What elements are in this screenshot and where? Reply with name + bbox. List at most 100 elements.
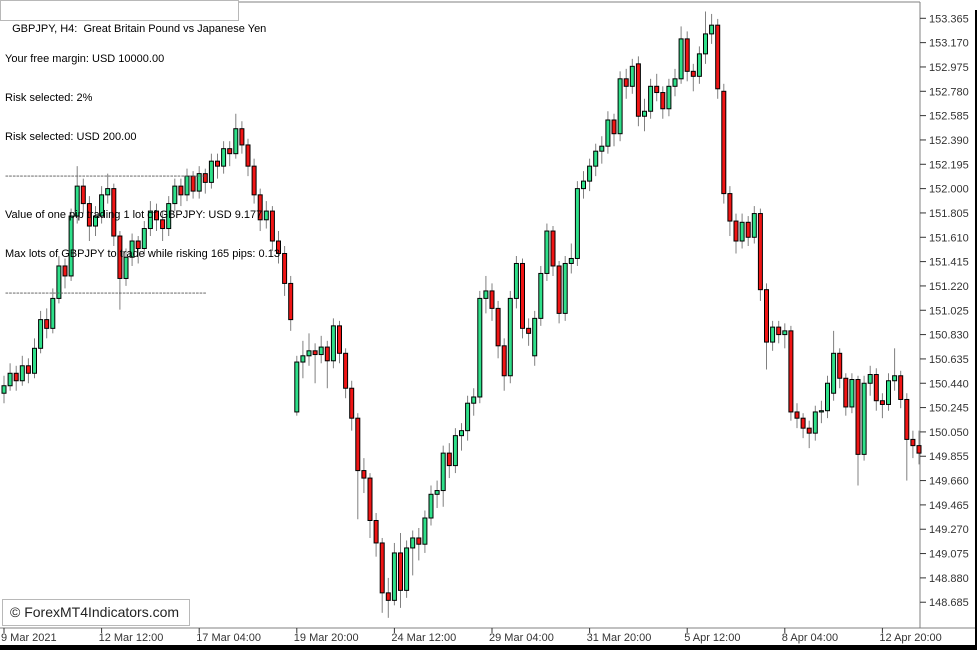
candle-body: [849, 379, 855, 408]
price-tick-label: 152.390: [929, 135, 969, 147]
price-tick-label: 148.685: [929, 597, 969, 609]
candle-body: [221, 148, 227, 167]
candle-body: [904, 398, 910, 440]
candle-body: [50, 297, 56, 329]
candle-body: [465, 402, 471, 432]
candle-body: [416, 537, 422, 545]
candle-body: [410, 537, 416, 549]
candle-body: [318, 346, 324, 356]
candle-body: [544, 230, 550, 274]
candle-body: [337, 325, 342, 354]
candle-body: [727, 193, 733, 222]
candle-body: [361, 470, 367, 479]
candle-body: [538, 272, 544, 319]
candle-body: [690, 70, 696, 77]
price-tick-label: 149.270: [929, 524, 969, 536]
candle-body: [581, 180, 586, 190]
price-tick-label: 150.635: [929, 354, 969, 366]
price-tick-label: 150.050: [929, 427, 969, 439]
candle-body: [562, 262, 568, 314]
candle-body: [93, 215, 98, 227]
candle-body: [38, 319, 44, 349]
candle-body: [300, 355, 306, 363]
candle-body: [837, 352, 843, 379]
time-tick-label: 17 Mar 04:00: [196, 632, 261, 644]
window-bottom-edge: [0, 645, 977, 650]
candle-body: [245, 144, 251, 167]
price-tick-label: 152.780: [929, 86, 969, 98]
price-tick-label: 152.975: [929, 62, 969, 74]
candle-body: [263, 210, 269, 221]
candle-body: [648, 85, 654, 112]
indicator-info-panel: Your free margin: USD 10000.00 Risk sele…: [5, 27, 280, 313]
candle-body: [782, 330, 788, 336]
candle-body: [7, 372, 13, 387]
candle-body: [629, 65, 635, 87]
candle-body: [477, 297, 483, 398]
candle-body: [678, 38, 684, 80]
candle-body: [684, 38, 690, 72]
candle-body: [208, 160, 214, 183]
price-tick-label: 151.415: [929, 257, 969, 269]
candle-body: [605, 119, 611, 147]
candle-body: [141, 228, 147, 249]
candle-body: [105, 188, 111, 196]
candle-body: [867, 374, 873, 384]
watermark-box: © ForexMT4Indicators.com: [2, 599, 191, 626]
candle-body: [355, 417, 361, 472]
candle-body: [154, 210, 159, 221]
candle-body: [818, 410, 824, 413]
candle-body: [68, 215, 74, 277]
candle-body: [1, 385, 7, 394]
price-tick-label: 152.585: [929, 111, 969, 123]
candle-body: [513, 262, 519, 299]
candle-body: [257, 194, 263, 221]
candle-body: [276, 240, 281, 254]
candle-body: [196, 173, 202, 192]
candle-body: [166, 203, 172, 230]
candle-body: [172, 185, 178, 205]
candle-body: [532, 317, 538, 357]
price-tick-label: 152.000: [929, 184, 969, 196]
time-tick-label: 31 Mar 20:00: [587, 632, 652, 644]
candle-body: [62, 265, 68, 277]
candle-body: [666, 85, 672, 110]
candle-body: [654, 85, 660, 94]
candle-body: [129, 240, 135, 258]
price-tick-label: 151.220: [929, 281, 969, 293]
time-tick-label: 12 Mar 12:00: [99, 632, 164, 644]
candle-body: [86, 203, 92, 227]
candle-body: [739, 221, 745, 242]
candle-body: [800, 417, 806, 429]
candle-body: [745, 221, 751, 238]
candle-body: [56, 265, 62, 299]
candle-body: [825, 382, 830, 412]
time-tick-label: 8 Apr 04:00: [782, 632, 838, 644]
candle-body: [251, 165, 257, 196]
separator-dashes: ----------------------------------------…: [5, 287, 207, 299]
candle-body: [733, 220, 739, 242]
candle-body: [160, 219, 166, 230]
candle-body: [501, 345, 507, 377]
candle-body: [843, 377, 849, 408]
candle-body: [892, 375, 898, 382]
price-tick-label: 149.465: [929, 500, 969, 512]
candle-body: [446, 452, 452, 467]
candle-body: [123, 256, 129, 279]
candle-body: [391, 552, 397, 601]
price-tick-label: 152.195: [929, 159, 969, 171]
candle-body: [709, 24, 715, 35]
candle-body: [873, 374, 879, 402]
candle-body: [184, 175, 190, 196]
time-tick-label: 12 Apr 20:00: [879, 632, 941, 644]
candle-body: [642, 110, 647, 117]
candle-body: [520, 262, 525, 329]
candle-body: [324, 346, 330, 362]
candle-body: [398, 552, 403, 591]
watermark-text: © ForexMT4Indicators.com: [10, 604, 180, 620]
candle-body: [721, 90, 727, 195]
price-tick-label: 151.805: [929, 208, 969, 220]
candle-body: [19, 365, 25, 382]
chart-title: GBPJPY, H4: Great Britain Pound vs Japan…: [12, 23, 267, 35]
